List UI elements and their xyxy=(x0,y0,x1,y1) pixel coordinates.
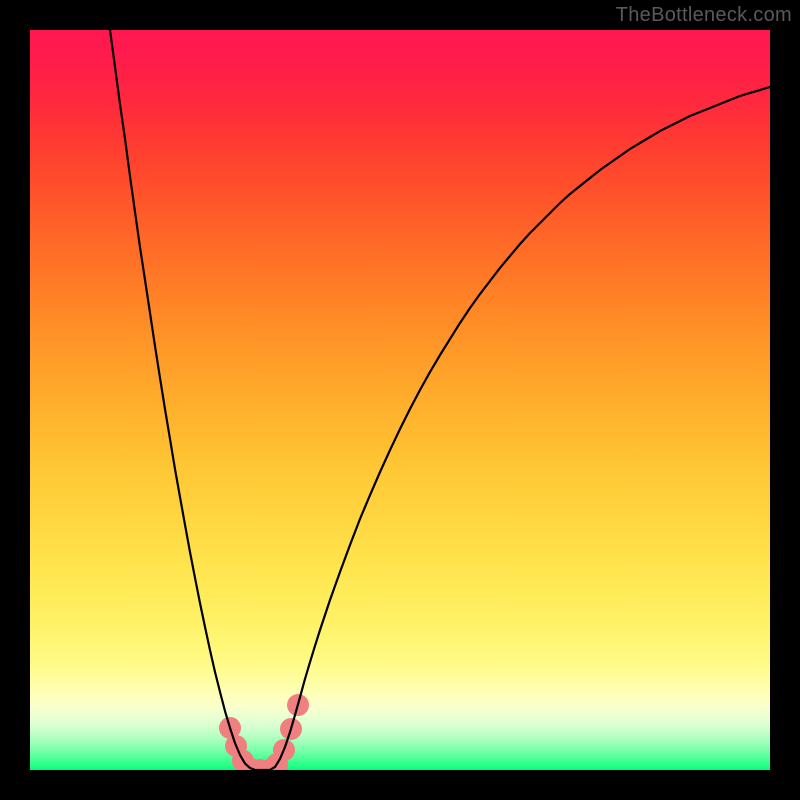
chart-plot-area xyxy=(30,30,770,770)
chart-background xyxy=(30,30,770,770)
chart-svg xyxy=(30,30,770,770)
watermark-text: TheBottleneck.com xyxy=(616,4,792,27)
